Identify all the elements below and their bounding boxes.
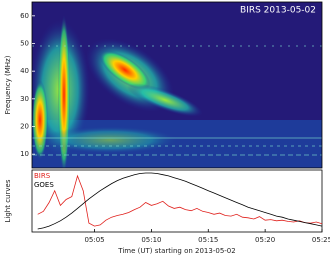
- legend-label: GOES: [34, 181, 54, 189]
- chart-title: BIRS 2013-05-02: [240, 6, 316, 16]
- x-tick-label: 05:15: [198, 236, 218, 244]
- x-tick-label: 05:05: [84, 236, 104, 244]
- x-axis-label: Time (UT) starting on 2013-05-02: [117, 247, 235, 255]
- x-tick-label: 05:10: [141, 236, 161, 244]
- light-curve: [37, 172, 323, 230]
- legend-label: BIRS: [34, 172, 51, 180]
- x-tick-label: 05:25: [312, 236, 330, 244]
- y-tick-label: 20: [20, 123, 29, 131]
- y-tick-label: 60: [20, 12, 29, 20]
- y-axis-label: Light curves: [4, 179, 12, 222]
- spectrogram: [32, 2, 322, 168]
- y-tick-label: 10: [20, 150, 29, 158]
- light-curve: [37, 174, 323, 227]
- y-tick-label: 40: [20, 67, 29, 75]
- y-axis-label: Frequency (MHz): [4, 55, 12, 114]
- y-tick-label: 50: [20, 40, 29, 48]
- y-tick-label: 30: [20, 95, 29, 103]
- x-tick-label: 05:20: [255, 236, 275, 244]
